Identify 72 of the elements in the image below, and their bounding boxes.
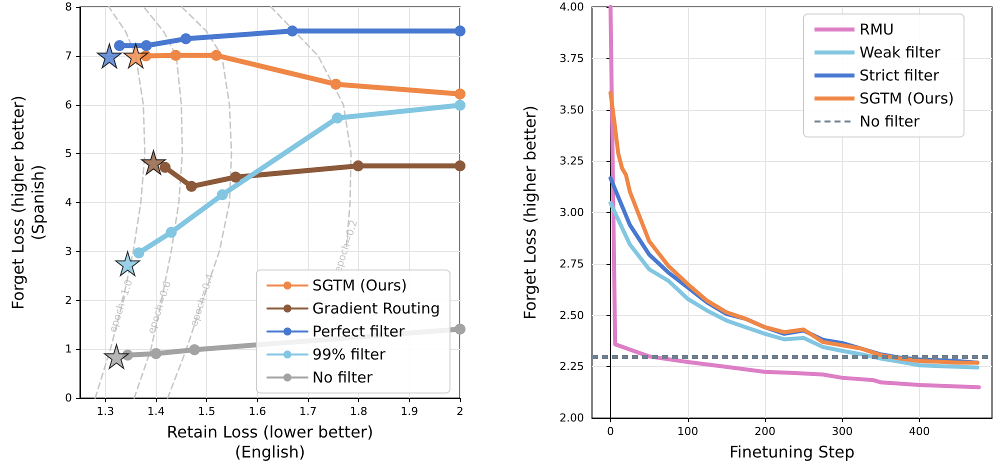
y-tick-label: 3.75 xyxy=(560,52,584,65)
y-tick-label: 0 xyxy=(65,392,72,405)
point xyxy=(189,344,200,356)
x-tick-label: 0 xyxy=(607,425,614,438)
legend-label: Weak filter xyxy=(860,44,942,62)
x-tick-label: 300 xyxy=(832,425,853,438)
y-tick-label: 2 xyxy=(65,294,72,307)
point xyxy=(454,160,466,172)
x-tick-label: 1.9 xyxy=(400,405,418,418)
legend-label: Strict filter xyxy=(860,66,940,84)
y-tick-label: 2.00 xyxy=(560,412,584,425)
x-tick-label: 2 xyxy=(456,405,464,418)
y-tick-label: 4.00 xyxy=(560,0,584,14)
x-tick-label: 100 xyxy=(677,425,698,438)
y-axis-title: Forget Loss (higher better) (Spanish) xyxy=(8,95,48,310)
x-tick-label: 1.5 xyxy=(198,405,216,418)
legend-label: Gradient Routing xyxy=(312,300,440,318)
y-tick-label: 2.50 xyxy=(560,308,584,322)
legend-label: SGTM (Ours) xyxy=(860,90,954,108)
point xyxy=(286,25,298,36)
y-tick-label: 5 xyxy=(65,147,72,160)
legend-label: No filter xyxy=(860,112,920,130)
point xyxy=(230,172,242,183)
line-series xyxy=(608,90,980,365)
y-tick-label: 3.25 xyxy=(560,154,584,168)
x-axis-title: Retain Loss (lower better) (English) xyxy=(166,422,374,462)
point xyxy=(454,100,466,111)
point xyxy=(140,40,152,52)
legend-label: 99% filter xyxy=(312,346,386,364)
point xyxy=(186,180,197,192)
y-tick-label: 8 xyxy=(65,0,72,14)
point xyxy=(454,88,466,100)
legend-label: RMU xyxy=(860,20,894,38)
x-tick-label: 1.7 xyxy=(299,405,317,418)
y-tick-label: 3.50 xyxy=(560,103,584,116)
y-tick-label: 7 xyxy=(65,49,72,62)
x-tick-label: 400 xyxy=(908,425,930,438)
y-tick-label: 1 xyxy=(65,342,72,356)
point xyxy=(160,162,171,173)
line-series xyxy=(94,6,146,399)
y-tick-label: 3.00 xyxy=(560,206,584,220)
line-series xyxy=(608,201,980,370)
point xyxy=(150,348,162,360)
point xyxy=(332,112,343,124)
point xyxy=(166,226,177,238)
legend-label: Perfect filter xyxy=(312,322,406,340)
y-tick-label: 4 xyxy=(65,196,72,210)
point xyxy=(114,40,126,52)
y-tick-label: 2.75 xyxy=(560,257,584,270)
point xyxy=(216,189,228,200)
x-tick-label: 1.6 xyxy=(248,405,266,418)
legend-label: SGTM (Ours) xyxy=(312,276,407,294)
x-tick-label: 200 xyxy=(754,425,776,438)
point xyxy=(352,160,364,172)
point xyxy=(454,324,466,335)
line-series xyxy=(133,6,184,399)
x-tick-label: 1.3 xyxy=(96,405,114,418)
x-axis-title: Finetuning Step xyxy=(729,442,855,462)
point xyxy=(454,25,466,36)
point xyxy=(170,50,182,61)
x-tick-label: 1.4 xyxy=(147,405,165,418)
line-series xyxy=(608,5,981,390)
point xyxy=(133,247,144,258)
y-axis-title: Forget Loss (higher better) xyxy=(520,105,540,320)
x-tick-label: 1.8 xyxy=(350,405,368,418)
y-tick-label: 2.25 xyxy=(560,360,584,374)
y-tick-label: 6 xyxy=(65,98,72,112)
point xyxy=(210,50,222,61)
point xyxy=(330,78,342,90)
point xyxy=(180,33,192,44)
y-tick-label: 3 xyxy=(65,244,72,258)
legend-label: No filter xyxy=(312,368,374,386)
